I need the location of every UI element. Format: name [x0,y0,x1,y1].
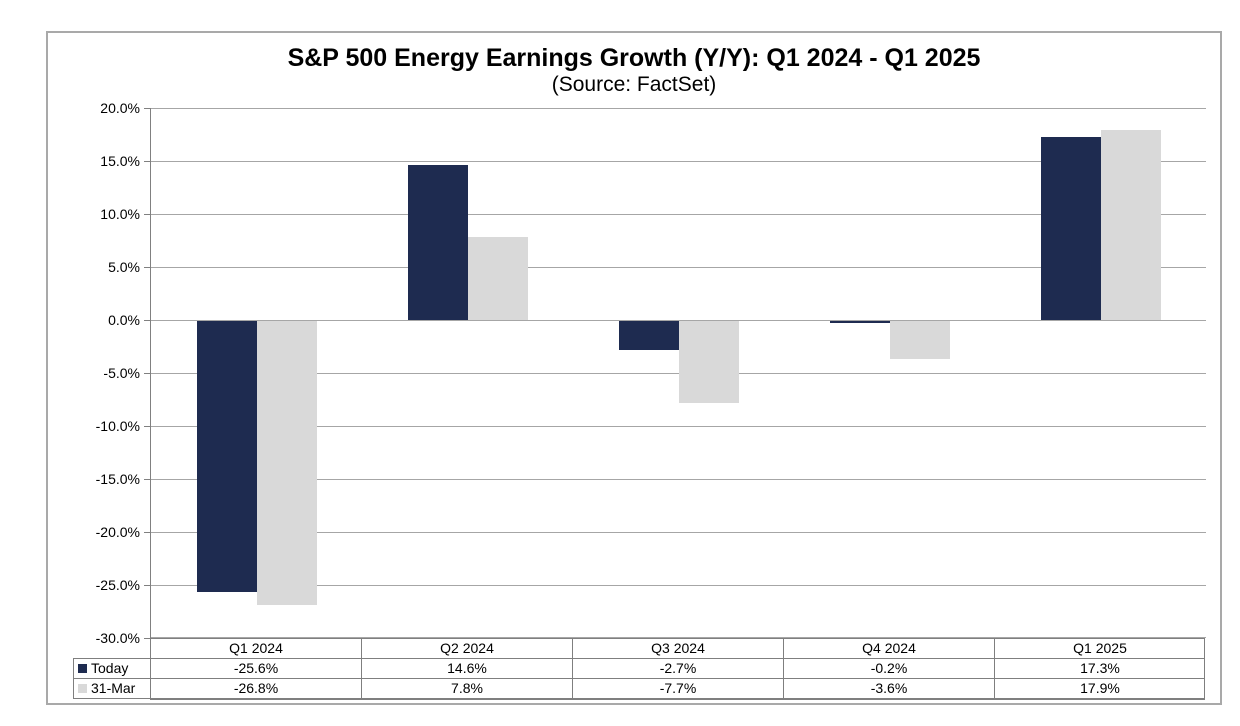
legend-cell-today: Today [73,658,151,679]
gridline [151,479,1206,480]
gridline [151,267,1206,268]
y-axis-tick [144,214,150,215]
gridline [151,532,1206,533]
y-axis-label: -20.0% [95,524,140,540]
gridline [151,637,1206,638]
table-value-cell: 17.3% [995,659,1204,679]
y-axis-label: -30.0% [95,630,140,646]
table-value-cell: -0.2% [784,659,995,679]
bar-31-mar-q1-2024 [256,321,317,606]
table-value-cell: 14.6% [362,659,573,679]
table-header-cell: Q4 2024 [784,639,995,659]
y-axis-tick [144,532,150,533]
y-axis-tick [144,320,150,321]
y-axis-tick [144,108,150,109]
gridline [151,161,1206,162]
y-axis-label: 20.0% [100,100,140,116]
chart-figure: S&P 500 Energy Earnings Growth (Y/Y): Q1… [46,31,1222,705]
table-value-cell: -25.6% [151,659,362,679]
y-axis-label: -25.0% [95,577,140,593]
legend-swatch-31-mar [78,684,87,693]
y-axis-label: 5.0% [108,259,140,275]
y-axis-tick [144,638,150,639]
y-axis-tick [144,426,150,427]
gridline [151,320,1206,321]
gridline [151,426,1206,427]
bar-today-q3-2024 [618,321,679,350]
bar-today-q2-2024 [407,165,468,320]
table-value-cell: -26.8% [151,679,362,699]
legend-swatch-today [78,664,87,673]
y-axis-tick [144,479,150,480]
data-table: Q1 2024 Q2 2024 Q3 2024 Q4 2024 Q1 2025 -25.6… [150,638,1205,700]
bar-31-mar-q1-2025 [1100,130,1161,320]
y-axis-label: -10.0% [95,418,140,434]
y-axis-label: 10.0% [100,206,140,222]
table-header-cell: Q1 2025 [995,639,1204,659]
gridline [151,108,1206,109]
table-value-cell: -3.6% [784,679,995,699]
bar-today-q4-2024 [829,321,890,324]
y-axis-tick [144,161,150,162]
table-header-cell: Q3 2024 [573,639,784,659]
table-value-cell: 17.9% [995,679,1204,699]
y-axis-label: 0.0% [108,312,140,328]
chart-title: S&P 500 Energy Earnings Growth (Y/Y): Q1… [287,44,981,72]
bar-31-mar-q3-2024 [678,321,739,403]
plot-area [150,108,1206,638]
y-axis-tick [144,373,150,374]
table-header-cell: Q2 2024 [362,639,573,659]
legend-cell-31-mar: 31-Mar [73,678,151,699]
bar-today-q1-2024 [196,321,257,593]
gridline [151,214,1206,215]
legend-label: 31-Mar [91,680,136,696]
table-value-cell: -7.7% [573,679,784,699]
y-axis-label: -5.0% [103,365,140,381]
bar-today-q1-2025 [1040,136,1101,320]
gridline [151,585,1206,586]
y-axis-label: 15.0% [100,153,140,169]
legend-label: Today [91,660,129,676]
table-header-cell: Q1 2024 [151,639,362,659]
bar-31-mar-q4-2024 [889,321,950,360]
table-value-cell: -2.7% [573,659,784,679]
bar-31-mar-q2-2024 [467,237,528,320]
y-axis-label: -15.0% [95,471,140,487]
chart-subtitle: (Source: FactSet) [551,73,717,96]
y-axis-tick [144,585,150,586]
y-axis-tick [144,267,150,268]
table-value-cell: 7.8% [362,679,573,699]
